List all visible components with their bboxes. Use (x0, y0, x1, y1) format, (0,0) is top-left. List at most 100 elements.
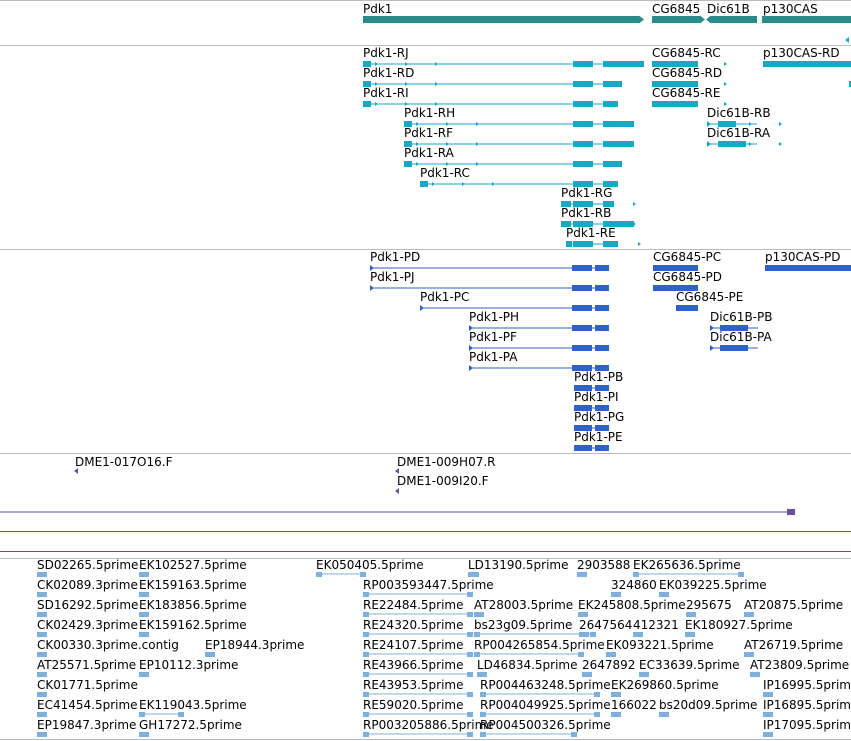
cdna-label[interactable]: AT25571.5prime (37, 658, 137, 672)
cdna-label[interactable]: RE59020.5prime (363, 698, 464, 712)
cdna-read-end[interactable] (583, 632, 589, 637)
transcript-label[interactable]: Pdk1-RG (561, 186, 613, 200)
protein-exon[interactable] (574, 405, 592, 411)
cdna-read-end[interactable] (663, 592, 669, 597)
protein-exon[interactable] (595, 405, 609, 411)
cdna-label[interactable]: EP10112.3prime (139, 658, 239, 672)
cdna-label[interactable]: CK01771.5prime (37, 678, 138, 692)
transcript-exon[interactable] (573, 181, 593, 187)
transcript-exon[interactable] (603, 181, 618, 187)
protein-exon[interactable] (595, 385, 609, 391)
cdna-read-end[interactable] (363, 672, 369, 677)
cdna-read-end[interactable] (363, 652, 369, 657)
cdna-label[interactable]: RE43966.5prime (363, 658, 464, 672)
cdna-read-end[interactable] (754, 672, 760, 677)
cdna-read-end[interactable] (481, 672, 487, 677)
cdna-read-end[interactable] (659, 592, 665, 597)
cdna-label[interactable]: RE24107.5prime (363, 638, 464, 652)
cdna-read-end[interactable] (143, 592, 149, 597)
cdna-read-end[interactable] (577, 572, 583, 577)
cdna-read-end[interactable] (37, 612, 43, 617)
transcript-exon[interactable] (603, 61, 644, 67)
gene-label-cg6845[interactable]: CG6845 (652, 2, 701, 16)
cdna-read-end[interactable] (763, 732, 769, 737)
protein-label[interactable]: Pdk1-PC (420, 290, 470, 304)
transcript-exon[interactable] (573, 201, 593, 207)
cdna-label[interactable]: AT20875.5prime (744, 598, 844, 612)
protein-label[interactable]: CG6845-PC (653, 250, 722, 264)
transcript-exon[interactable] (603, 81, 622, 87)
cdna-read-end[interactable] (686, 612, 692, 617)
cdna-read-end[interactable] (582, 612, 588, 617)
transcript-exon[interactable] (561, 221, 571, 227)
protein-label[interactable]: Dic61B-PB (710, 310, 773, 324)
est-clone-label[interactable]: DME1-009H07.R (397, 455, 496, 469)
transcript-label[interactable]: Dic61B-RA (707, 126, 771, 140)
transcript-label[interactable]: Pdk1-RH (404, 106, 456, 120)
cdna-read-end[interactable] (37, 652, 43, 657)
transcript-exon[interactable] (573, 121, 593, 127)
protein-exon[interactable] (595, 285, 609, 291)
cdna-read-end[interactable] (474, 652, 480, 657)
transcript-label[interactable]: Dic61B-RB (707, 106, 771, 120)
cdna-read-end[interactable] (763, 712, 769, 717)
cdna-read-end[interactable] (594, 692, 600, 697)
cdna-read-end[interactable] (205, 652, 211, 657)
transcript-exon[interactable] (566, 241, 572, 247)
transcript-exon[interactable] (420, 181, 428, 187)
transcript-exon[interactable] (363, 81, 371, 87)
cdna-label[interactable]: bs23g09.5prime (474, 618, 573, 632)
cdna-label[interactable]: EK265636.5prime (633, 558, 741, 572)
transcript-label[interactable]: Pdk1-RF (404, 126, 454, 140)
cdna-read-end[interactable] (37, 672, 43, 677)
cdna-label[interactable]: IP16995.5prime (763, 678, 851, 692)
cdna-label[interactable]: bs20d09.5prime (659, 698, 758, 712)
cdna-label[interactable]: CK02429.3prime (37, 618, 138, 632)
cdna-label[interactable]: 295675 (686, 598, 732, 612)
cdna-read-end[interactable] (41, 652, 47, 657)
cdna-read-end[interactable] (143, 612, 149, 617)
cdna-read-end[interactable] (316, 572, 322, 577)
cdna-label[interactable]: 2903588 (577, 558, 631, 572)
cdna-read-end[interactable] (363, 612, 369, 617)
transcript-label[interactable]: Pdk1-RA (404, 146, 454, 160)
cdna-read-end[interactable] (689, 632, 695, 637)
cdna-read-end[interactable] (467, 592, 473, 597)
cdna-read-end[interactable] (639, 672, 645, 677)
cdna-read-end[interactable] (143, 732, 149, 737)
cdna-read-end[interactable] (41, 572, 47, 577)
transcript-label[interactable]: Pdk1-RI (363, 86, 409, 100)
cdna-read-end[interactable] (744, 652, 750, 657)
cdna-read-end[interactable] (610, 652, 616, 657)
cdna-label[interactable]: EK039225.5prime (659, 578, 767, 592)
cdna-label[interactable]: GH17272.5prime (139, 718, 242, 732)
cdna-read-end[interactable] (748, 652, 754, 657)
transcript-exon[interactable] (603, 101, 618, 107)
cdna-label[interactable]: EP19847.3prime (37, 718, 137, 732)
cdna-read-end[interactable] (467, 652, 473, 657)
cdna-read-end[interactable] (37, 712, 43, 717)
transcript-label[interactable]: Pdk1-RC (420, 166, 470, 180)
cdna-read-end[interactable] (41, 672, 47, 677)
cdna-read-end[interactable] (477, 672, 483, 677)
cdna-label[interactable]: LD46834.5prime (477, 658, 578, 672)
cdna-label[interactable]: CK02089.3prime (37, 578, 138, 592)
cdna-read-end[interactable] (767, 732, 773, 737)
transcript-exon[interactable] (603, 221, 634, 227)
cdna-label[interactable]: RP003205886.5prime (363, 718, 494, 732)
protein-exon[interactable] (595, 345, 609, 351)
protein-exon[interactable] (595, 445, 609, 451)
cdna-read-end[interactable] (594, 712, 600, 717)
cdna-read-end[interactable] (586, 672, 592, 677)
cdna-label[interactable]: CK00330.3prime.contig (37, 638, 179, 652)
transcript-exon[interactable] (573, 221, 593, 227)
cdna-read-end[interactable] (643, 672, 649, 677)
cdna-read-end[interactable] (363, 632, 369, 637)
protein-exon[interactable] (574, 445, 592, 451)
cdna-label[interactable]: EK269860.5prime (611, 678, 719, 692)
cdna-label[interactable]: EP18944.3prime (205, 638, 305, 652)
protein-exon[interactable] (595, 265, 609, 271)
cdna-read-end[interactable] (581, 572, 587, 577)
protein-exon[interactable] (574, 385, 592, 391)
cdna-read-end[interactable] (467, 612, 473, 617)
